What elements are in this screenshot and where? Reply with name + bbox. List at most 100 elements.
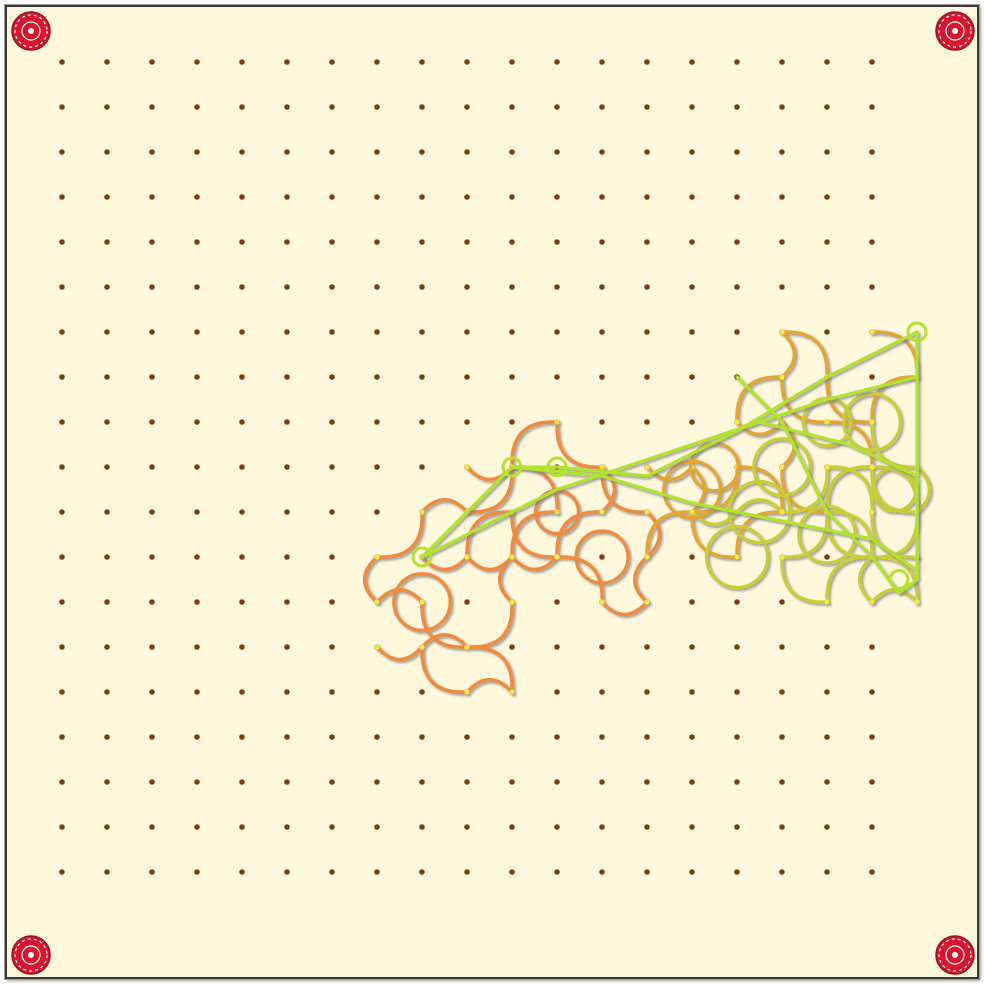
peg[interactable] [284,824,290,830]
peg[interactable] [509,869,515,875]
peg[interactable] [689,869,695,875]
peg[interactable] [284,194,290,200]
peg[interactable] [824,59,830,65]
peg[interactable] [284,464,290,470]
peg[interactable] [104,59,110,65]
peg[interactable] [419,779,425,785]
peg[interactable] [59,239,65,245]
peg[interactable] [779,104,785,110]
peg[interactable] [644,149,650,155]
peg[interactable] [419,374,425,380]
peg[interactable] [284,284,290,290]
peg[interactable] [779,824,785,830]
peg[interactable] [869,869,875,875]
peg[interactable] [194,779,200,785]
peg[interactable] [194,689,200,695]
peg[interactable] [734,824,740,830]
peg[interactable] [419,419,425,425]
peg[interactable] [329,599,335,605]
peg[interactable] [464,239,470,245]
peg[interactable] [599,59,605,65]
peg[interactable] [689,149,695,155]
peg[interactable] [554,239,560,245]
peg[interactable] [239,824,245,830]
peg[interactable] [869,149,875,155]
peg[interactable] [644,104,650,110]
peg[interactable] [734,734,740,740]
peg[interactable] [284,644,290,650]
peg[interactable] [284,59,290,65]
peg[interactable] [824,284,830,290]
peg[interactable] [419,329,425,335]
peg[interactable] [509,644,515,650]
peg[interactable] [689,284,695,290]
peg[interactable] [734,104,740,110]
peg[interactable] [374,149,380,155]
peg[interactable] [194,239,200,245]
peg[interactable] [824,329,830,335]
peg[interactable] [419,869,425,875]
peg[interactable] [329,284,335,290]
peg[interactable] [464,329,470,335]
peg[interactable] [599,104,605,110]
peg[interactable] [824,239,830,245]
peg[interactable] [329,104,335,110]
peg[interactable] [779,599,785,605]
peg[interactable] [149,239,155,245]
peg[interactable] [824,644,830,650]
peg[interactable] [59,599,65,605]
peg[interactable] [59,374,65,380]
peg[interactable] [734,284,740,290]
peg[interactable] [149,104,155,110]
peg[interactable] [599,239,605,245]
peg[interactable] [644,779,650,785]
peg[interactable] [599,374,605,380]
peg[interactable] [149,59,155,65]
peg[interactable] [284,329,290,335]
peg[interactable] [59,149,65,155]
peg[interactable] [149,419,155,425]
string-node[interactable] [546,456,568,478]
peg[interactable] [599,554,605,560]
peg[interactable] [509,104,515,110]
peg[interactable] [779,149,785,155]
peg[interactable] [689,779,695,785]
peg[interactable] [734,644,740,650]
peg[interactable] [374,419,380,425]
peg[interactable] [464,194,470,200]
peg[interactable] [599,734,605,740]
peg[interactable] [644,59,650,65]
peg[interactable] [824,194,830,200]
peg[interactable] [374,779,380,785]
peg[interactable] [194,644,200,650]
peg[interactable] [509,329,515,335]
peg[interactable] [59,329,65,335]
peg[interactable] [869,644,875,650]
peg[interactable] [194,149,200,155]
peg[interactable] [329,239,335,245]
peg[interactable] [824,149,830,155]
peg[interactable] [509,419,515,425]
string-node[interactable] [888,569,910,590]
peg[interactable] [599,869,605,875]
peg[interactable] [419,104,425,110]
peg[interactable] [599,329,605,335]
peg[interactable] [464,779,470,785]
peg[interactable] [104,869,110,875]
peg[interactable] [419,734,425,740]
peg[interactable] [869,59,875,65]
peg[interactable] [149,599,155,605]
string-node[interactable] [501,456,523,478]
peg[interactable] [239,599,245,605]
peg[interactable] [689,374,695,380]
peg[interactable] [284,734,290,740]
peg[interactable] [329,509,335,515]
peg[interactable] [329,194,335,200]
peg[interactable] [239,194,245,200]
peg[interactable] [554,689,560,695]
peg[interactable] [149,194,155,200]
peg[interactable] [194,599,200,605]
peg[interactable] [59,284,65,290]
peg[interactable] [284,149,290,155]
peg[interactable] [554,149,560,155]
